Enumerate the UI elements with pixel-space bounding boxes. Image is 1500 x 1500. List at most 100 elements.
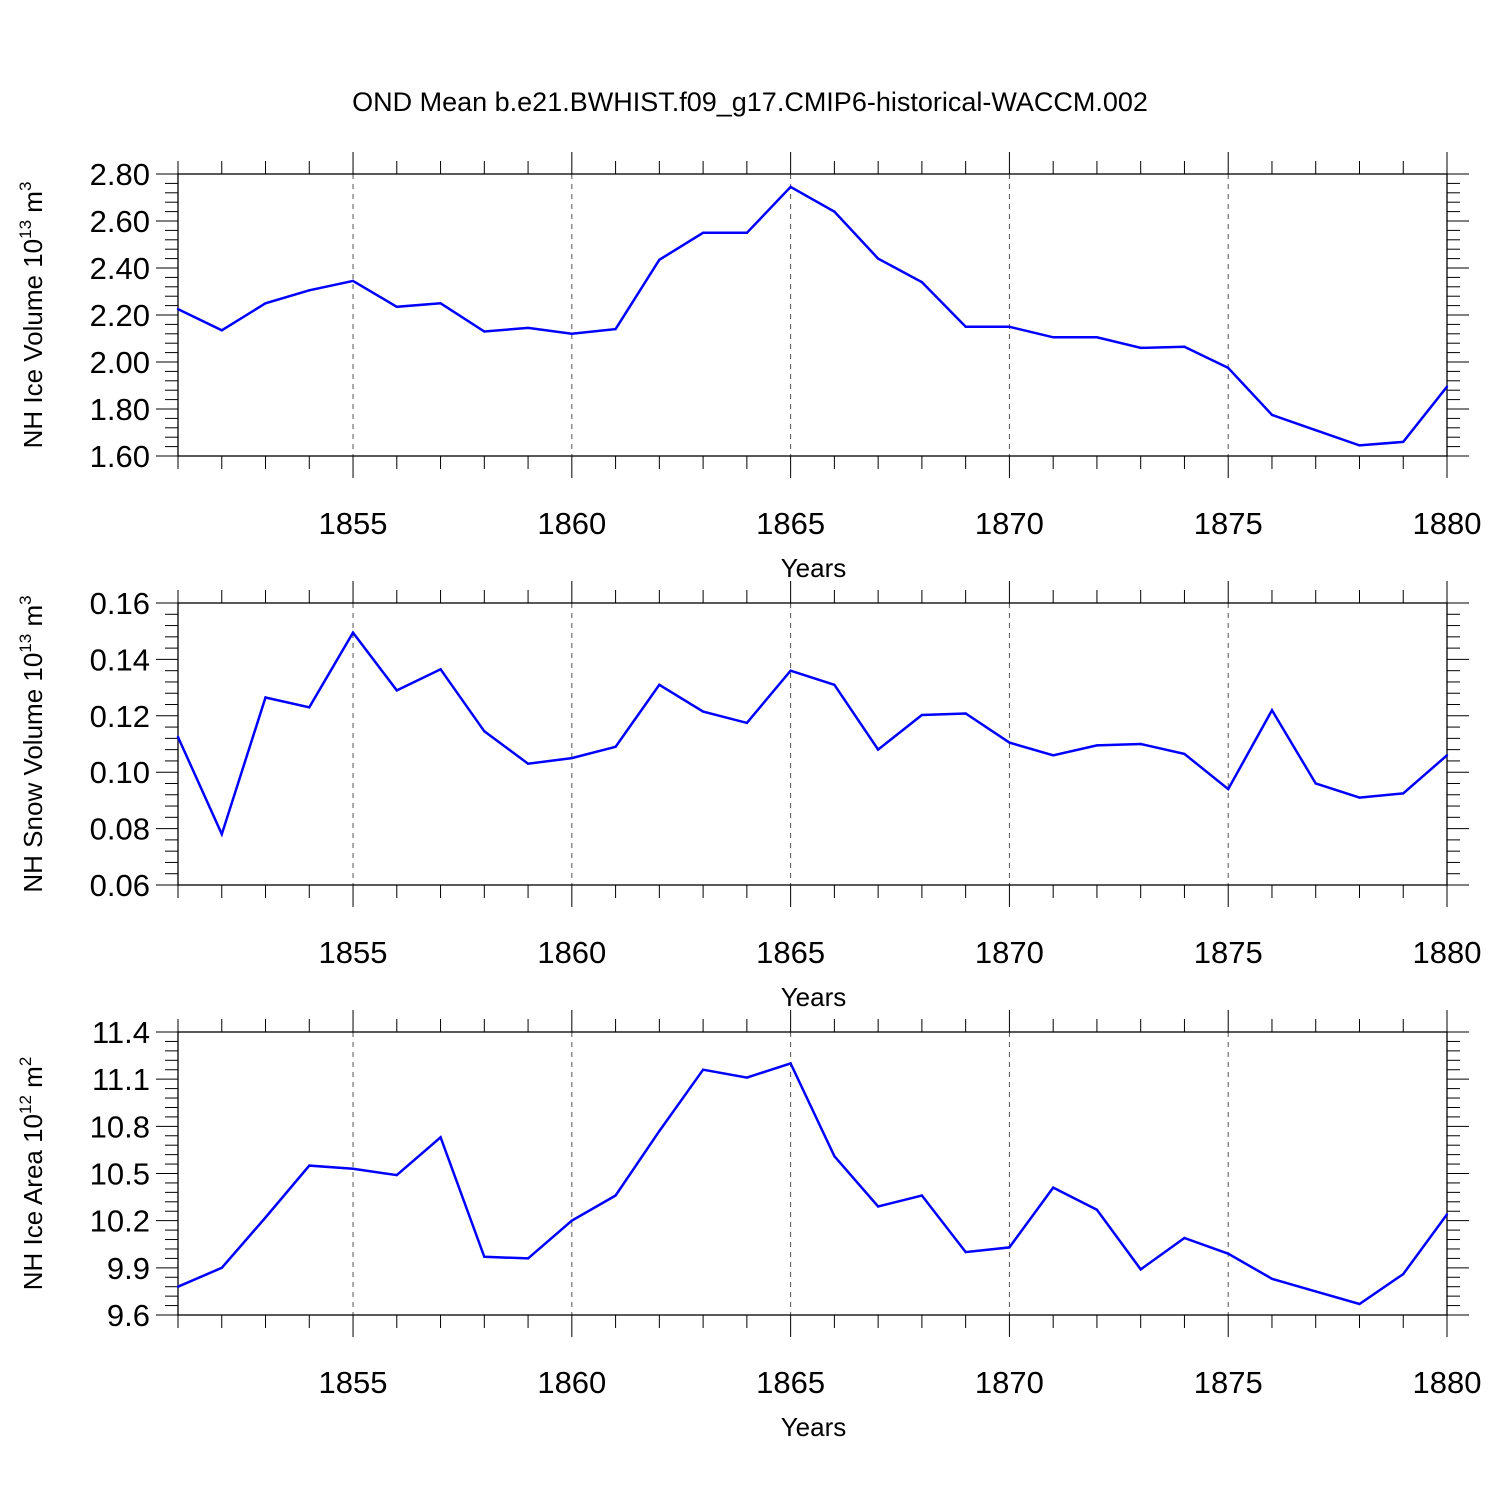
y-axis-label-text: m <box>18 191 48 220</box>
x-tick-label: 1855 <box>319 1365 388 1400</box>
x-tick-label: 1880 <box>1413 506 1482 541</box>
x-tick-label: 1875 <box>1194 1365 1263 1400</box>
data-point <box>176 307 180 311</box>
data-point <box>964 1250 967 1254</box>
data-point <box>483 730 486 733</box>
data-point <box>614 745 617 748</box>
data-point <box>1183 345 1186 348</box>
plot-frame <box>177 1031 1448 1316</box>
data-point <box>526 326 530 330</box>
data-point <box>1008 325 1011 328</box>
data-point <box>1445 385 1449 388</box>
data-point <box>439 1136 442 1139</box>
data-point <box>1227 366 1230 370</box>
figure-title: OND Mean b.e21.BWHIST.f09_g17.CMIP6-hist… <box>352 87 1148 117</box>
y-tick-label: 10.2 <box>90 1204 150 1239</box>
y-tick-label: 10.5 <box>90 1157 150 1192</box>
x-tick-label: 1870 <box>975 935 1044 970</box>
data-point <box>220 1266 223 1270</box>
data-point <box>789 1062 792 1065</box>
data-point <box>1052 336 1055 339</box>
data-line <box>177 185 1448 447</box>
y-tick-label: 0.06 <box>90 868 150 903</box>
data-point <box>1314 782 1317 785</box>
data-point <box>745 1076 749 1079</box>
y-tick-label: 2.60 <box>90 204 150 239</box>
x-tick-label: 1875 <box>1194 935 1263 970</box>
data-point <box>439 302 442 305</box>
x-tick-label: 1880 <box>1413 935 1482 970</box>
plot-frame <box>177 173 1448 457</box>
data-point <box>1052 1186 1055 1189</box>
data-point <box>876 748 880 751</box>
x-tick-label: 1860 <box>537 506 606 541</box>
chart-panel-3: 9.6 9.9 10.2 10.5 10.8 11.1 11.4 1855 1860 1865 18… <box>16 1010 1481 1442</box>
data-line <box>177 1061 1449 1306</box>
y-axis-label-superscript: 12 <box>16 1095 35 1114</box>
x-tick-label: 1860 <box>537 1365 606 1400</box>
data-point <box>1139 1268 1142 1271</box>
data-point <box>570 1219 573 1222</box>
y-tick-label: 2.20 <box>90 298 150 333</box>
y-tick-label: 11.4 <box>92 1015 150 1050</box>
y-tick-label: 1.80 <box>90 392 150 427</box>
data-point <box>964 325 967 328</box>
data-point <box>658 258 661 261</box>
data-point <box>876 1205 880 1208</box>
y-axis-label-superscript: 3 <box>16 595 35 604</box>
data-point <box>1139 742 1142 746</box>
data-point <box>920 1194 924 1197</box>
data-point <box>1358 444 1361 447</box>
y-tick-label: 2.00 <box>90 345 150 380</box>
panels: 1.60 1.80 2.00 2.20 2.40 2.60 2.80 1855 1860 1865… <box>16 152 1481 1442</box>
data-point <box>833 683 836 686</box>
data-point <box>964 712 967 715</box>
data-line <box>176 630 1448 838</box>
data-point <box>351 1167 355 1171</box>
data-point <box>1095 336 1099 339</box>
data-point <box>1402 1272 1405 1276</box>
data-point <box>176 1285 180 1288</box>
y-tick-label: 9.9 <box>107 1251 150 1286</box>
y-tick-label: 11.1 <box>92 1062 150 1097</box>
data-point <box>1358 796 1361 799</box>
data-point <box>395 689 398 692</box>
y-axis-label-text: NH Snow Volume 10 <box>18 653 48 893</box>
data-point <box>920 713 924 717</box>
x-axis-label: Years <box>781 982 847 1012</box>
y-tick-label: 0.14 <box>90 642 150 677</box>
y-tick-label: 2.80 <box>90 157 150 192</box>
data-point <box>745 231 749 234</box>
data-point <box>1183 752 1186 756</box>
y-axis-label-superscript: 13 <box>16 634 35 653</box>
y-tick-label: 0.08 <box>90 812 150 847</box>
y-axis-label-superscript: 13 <box>16 220 35 239</box>
data-point <box>1445 1213 1449 1216</box>
x-tick-label: 1855 <box>319 935 388 970</box>
data-point <box>395 1173 398 1177</box>
data-point <box>920 280 924 284</box>
chart-panel-1: 1.60 1.80 2.00 2.20 2.40 2.60 2.80 1855 1860 1865… <box>16 152 1481 583</box>
data-point <box>1270 709 1274 712</box>
data-point <box>483 330 486 333</box>
data-point <box>308 289 311 292</box>
y-axis-label: NH Snow Volume 1013 m3 <box>16 595 48 892</box>
data-point <box>570 332 573 335</box>
data-point <box>526 1257 530 1260</box>
x-tick-label: 1875 <box>1194 506 1263 541</box>
data-point <box>1358 1302 1361 1306</box>
data-point <box>701 710 705 713</box>
y-tick-label: 0.12 <box>90 699 150 734</box>
data-point <box>1270 1277 1274 1281</box>
y-axis-label-text: NH Ice Area 10 <box>18 1114 48 1290</box>
x-tick-label: 1860 <box>537 935 606 970</box>
data-point <box>614 327 617 331</box>
x-axis-label: Years <box>781 1412 847 1442</box>
data-point <box>789 185 792 189</box>
data-point <box>264 302 267 305</box>
data-point <box>439 668 442 671</box>
data-point <box>395 305 398 308</box>
data-point <box>264 1216 267 1219</box>
data-point <box>1445 754 1449 757</box>
